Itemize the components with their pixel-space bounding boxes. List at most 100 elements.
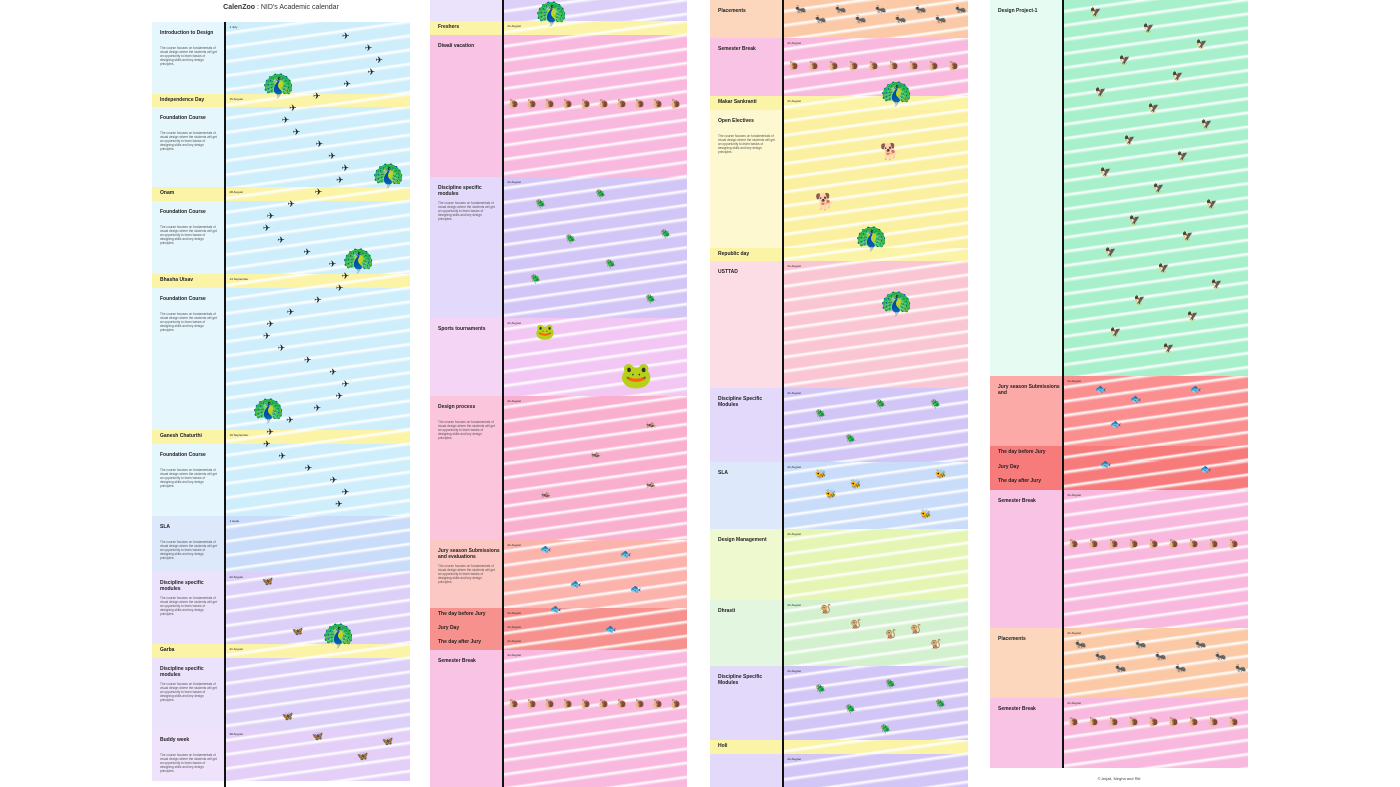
row-label-cell: Garba [152,644,224,658]
butterfly-icon: 🦋 [357,752,368,761]
butterfly-icon: 🦋 [312,732,323,741]
bird-icon: ✈ [277,236,285,245]
calendar-row[interactable]: Jury season Submissions and 21 August [990,376,1248,446]
event-date: 21 August [788,41,801,45]
calendar-row[interactable]: Discipline specific modules The course fo… [152,658,410,729]
bird-icon: ✈ [289,104,297,113]
calendar-row[interactable]: Semester Break 21 August [430,650,687,787]
event-label: Design process [438,404,475,410]
calendar-row[interactable]: Makar Sankranti 21 August [710,96,968,110]
event-label: Discipline specific modules [438,185,502,197]
row-illustration-band: 21 August [504,636,688,650]
event-label: Republic day [718,251,749,257]
event-label: USTTAD [718,269,738,275]
calendar-row[interactable]: Open Electives The course focuses on fund… [710,110,968,248]
snail-icon: 🐌 [508,700,519,709]
event-label: Semester Break [718,46,756,52]
event-date: 21 August [508,625,521,629]
row-label-cell: Discipline Specific Modules [710,388,782,462]
peacock-icon: 🦚 [342,247,374,273]
dragonfly-icon: 🪲 [845,705,856,714]
event-label: SLA [718,470,728,476]
event-label: The day before Jury [998,449,1046,455]
row-illustration-band [1064,475,1249,490]
event-date: 21 August [508,180,521,184]
hawk-icon: 🦅 [1158,264,1169,273]
row-label-cell: Foundation Course The course focuses on f… [152,444,224,516]
monkey-icon: 🐒 [820,605,831,614]
bee-icon: 🐝 [850,480,861,489]
snail-icon: 🐌 [808,62,819,71]
fish-icon: 🐟 [1130,395,1141,404]
bird-icon: ✈ [286,416,294,425]
butterfly-icon: 🦋 [282,712,293,721]
row-label-cell: Ganesh Chaturthi [152,430,224,444]
event-date: 21 August [508,321,521,325]
calendar-row[interactable]: Design process The course focuses on fund… [430,396,687,540]
calendar-row[interactable]: Diwali vacation [430,35,687,177]
calendar-row[interactable]: Republic day [710,248,968,261]
calendar-row[interactable]: Discipline specific modules The course fo… [152,572,410,644]
event-label: The day after Jury [438,639,481,645]
calendar-row[interactable]: The day before Jury [990,446,1248,461]
snail-icon: 🐌 [1108,718,1119,727]
snail-icon: 🐌 [1108,540,1119,549]
ant-icon: 🐜 [1155,652,1166,661]
calendar-row[interactable]: USTTAD 21 August [710,261,968,388]
row-illustration-band [1064,461,1249,475]
event-description: The course focuses on fundamentals of vi… [160,682,218,702]
calendar-row[interactable]: Buddy week The course focuses on fundamen… [152,729,410,781]
event-date: 21 August [230,647,243,651]
dragonfly-icon: 🪲 [535,200,546,209]
event-label: Independence Day [160,97,204,103]
bird-icon: ✈ [328,152,336,161]
ant-icon: 🐜 [935,15,946,24]
dragonfly-icon: 🪲 [885,680,896,689]
event-date: 22 August [230,575,243,579]
row-label-cell: Open Electives The course focuses on fund… [710,110,782,248]
ant-icon: 🐜 [1095,652,1106,661]
row-illustration-band: 21 August [784,529,969,600]
calendar-row[interactable]: The day after Jury 21 August [430,636,687,650]
dragonfly-icon: 🪲 [660,230,671,239]
bird-icon: ✈ [336,284,344,293]
bird-icon: ✈ [342,32,350,41]
event-label: Semester Break [438,658,476,664]
calendar-row[interactable]: Design Management 21 August [710,529,968,600]
ant-icon: 🐜 [815,15,826,24]
row-illustration-band: 21 August [504,650,688,787]
calendar-row[interactable]: Bhasha Utsav 14 September [152,274,410,288]
bird-icon: ✈ [287,308,295,317]
dragonfly-icon: 🪲 [565,235,576,244]
butterfly-icon: 🦋 [292,627,303,636]
calendar-row[interactable]: 21 August [710,754,968,787]
calendar-row[interactable]: Garba 21 August [152,644,410,658]
calendar-row[interactable]: Ganesh Chaturthi 19 September [152,430,410,444]
dragonfly-icon: 🪲 [595,190,606,199]
event-date: 21 August [508,399,521,403]
bird-icon: ✈ [342,380,350,389]
calendar-row[interactable]: The day after Jury [990,475,1248,490]
calendar-row[interactable]: Dhrasti 21 August [710,600,968,666]
calendar-row[interactable]: Jury Day 21 August [430,622,687,636]
event-date: 21 August [508,543,521,547]
calendar-row[interactable]: Jury season Submissions and evaluations T… [430,540,687,608]
calendar-row[interactable]: Discipline Specific Modules 21 August [710,666,968,740]
row-label-cell: The day before Jury [990,446,1062,461]
bird-icon: ✈ [336,176,344,185]
event-date: 21 August [788,391,801,395]
hawk-icon: 🦅 [1196,40,1207,49]
row-label-cell: Semester Break [990,698,1062,768]
calendar-row[interactable]: SLA The course focuses on fundamentals of… [152,516,410,572]
row-label-cell: Discipline Specific Modules [710,666,782,740]
calendar-row[interactable]: Semester Break 21 August [990,490,1248,628]
monkey-icon: 🐒 [930,640,941,649]
row-label-cell: Diwali vacation [430,35,502,177]
calendar-row[interactable]: Holi [710,740,968,754]
hawk-icon: 🦅 [1163,344,1174,353]
event-description: The course focuses on fundamentals of vi… [438,420,496,440]
ant-icon: 🐜 [1195,640,1206,649]
calendar-row[interactable]: Semester Break 21 August [990,698,1248,768]
event-label: The day before Jury [438,611,486,617]
frog-icon: 🐸 [620,362,652,388]
